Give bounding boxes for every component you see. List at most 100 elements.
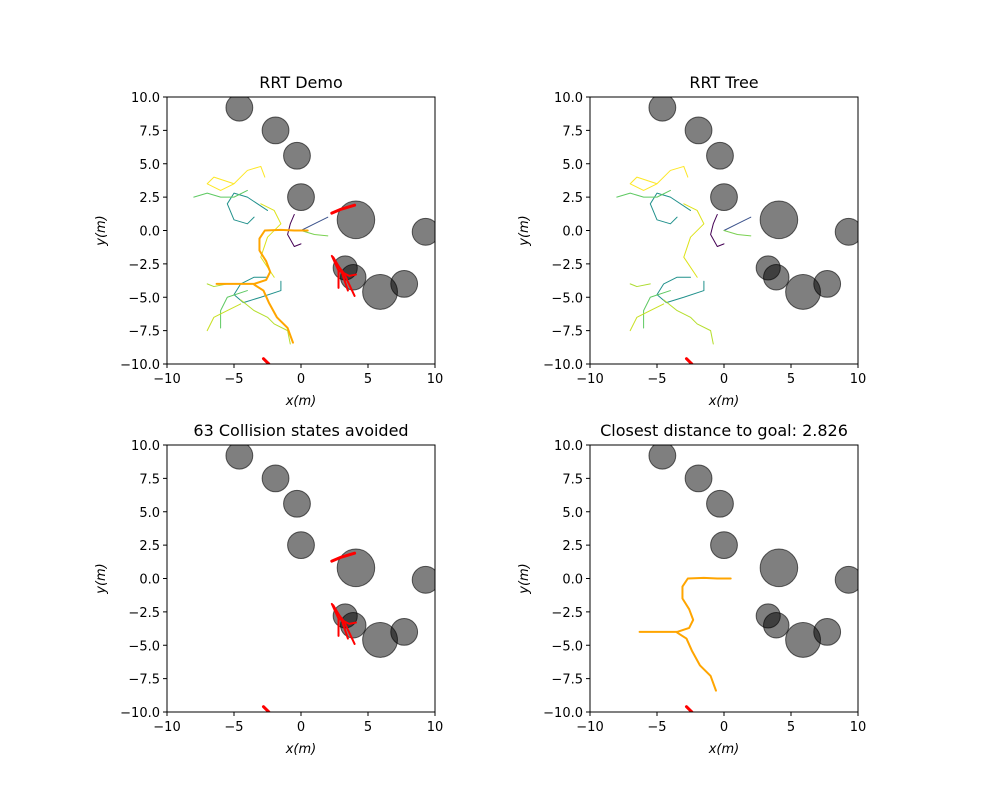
x-axis-label: x(m) xyxy=(285,394,317,409)
y-tick-label: −10.0 xyxy=(543,706,583,721)
plot-area xyxy=(638,445,858,712)
trajectory xyxy=(330,203,357,215)
trajectory xyxy=(656,276,705,304)
y-tick-label: 10.0 xyxy=(554,91,583,106)
y-tick-label: 10.0 xyxy=(554,439,583,454)
y-tick-label: 10.0 xyxy=(131,91,160,106)
axes: 63 Collision states avoided −10 −5 0 5 10 −10.… xyxy=(94,421,443,757)
y-axis-label: y(m) xyxy=(517,215,532,247)
plot-area xyxy=(193,97,435,364)
obstacle xyxy=(834,217,858,246)
obstacle xyxy=(759,200,799,240)
x-tick-label: 0 xyxy=(720,372,728,387)
trajectory xyxy=(684,357,694,364)
obstacle xyxy=(759,548,799,588)
trajectory xyxy=(643,290,671,329)
plot-area xyxy=(616,97,858,364)
trajectory xyxy=(220,290,248,329)
obstacle xyxy=(648,445,677,470)
obstacle xyxy=(411,565,435,594)
x-tick-label: 5 xyxy=(787,372,795,387)
obstacle xyxy=(710,183,738,212)
x-tick-label: −5 xyxy=(647,372,666,387)
obstacle xyxy=(813,618,842,646)
y-tick-label: −7.5 xyxy=(128,673,160,688)
trajectory xyxy=(261,357,271,364)
x-tick-label: −5 xyxy=(647,720,666,735)
x-tick-label: −5 xyxy=(224,372,243,387)
obstacle xyxy=(411,217,435,246)
y-tick-label: −7.5 xyxy=(551,673,583,688)
obstacle xyxy=(648,97,677,122)
y-tick-label: −5.0 xyxy=(128,639,160,654)
x-tick-label: 0 xyxy=(297,720,305,735)
axes: Closest distance to goal: 2.826 −10 −5 0 5 10… xyxy=(517,421,866,757)
x-tick-label: 5 xyxy=(364,372,372,387)
trajectory xyxy=(337,617,357,625)
x-tick-label: 10 xyxy=(850,720,867,735)
trajectory xyxy=(193,189,248,198)
y-tick-label: −7.5 xyxy=(551,325,583,340)
x-tick-label: 10 xyxy=(427,720,444,735)
axes: RRT Tree −10 −5 0 5 10 −10.0 −7.5 −5.0 −2.5 0.0 2.5… xyxy=(517,73,866,409)
y-tick-label: 7.5 xyxy=(562,472,583,487)
y-tick-label: −10.0 xyxy=(120,358,160,373)
chart-title: Closest distance to goal: 2.826 xyxy=(600,421,848,440)
x-axis-label: x(m) xyxy=(285,742,317,757)
trajectory xyxy=(683,203,705,278)
obstacle xyxy=(336,548,376,588)
trajectory xyxy=(676,631,717,692)
x-tick-label: 5 xyxy=(787,720,795,735)
trajectory xyxy=(253,283,294,344)
y-tick-label: −2.5 xyxy=(551,606,583,621)
trajectory xyxy=(629,303,665,332)
y-tick-label: 7.5 xyxy=(139,124,160,139)
y-tick-label: 5.0 xyxy=(562,158,583,173)
trajectory xyxy=(287,213,302,248)
obstacle xyxy=(283,141,311,170)
y-axis-label: y(m) xyxy=(94,563,109,595)
x-tick-label: 10 xyxy=(850,372,867,387)
y-tick-label: −2.5 xyxy=(551,258,583,273)
obstacle xyxy=(813,270,842,298)
obstacle xyxy=(710,531,738,560)
y-tick-label: −5.0 xyxy=(128,291,160,306)
y-tick-label: 2.5 xyxy=(562,191,583,206)
y-tick-label: 2.5 xyxy=(139,539,160,554)
y-tick-label: 0.0 xyxy=(562,225,583,240)
trajectory xyxy=(206,303,242,332)
trajectory xyxy=(710,213,725,248)
trajectory xyxy=(723,216,752,231)
obstacle xyxy=(684,464,713,493)
obstacle xyxy=(261,116,290,145)
trajectory xyxy=(663,299,714,345)
x-tick-label: −10 xyxy=(576,720,603,735)
obstacle xyxy=(225,445,254,470)
trajectory xyxy=(261,705,271,712)
trajectory xyxy=(206,165,266,191)
x-axis-label: x(m) xyxy=(708,394,740,409)
trajectory xyxy=(629,283,651,288)
y-tick-label: 7.5 xyxy=(139,472,160,487)
y-tick-label: 5.0 xyxy=(562,506,583,521)
obstacle xyxy=(390,618,419,646)
x-tick-label: −5 xyxy=(224,720,243,735)
y-tick-label: −2.5 xyxy=(128,606,160,621)
chart-title: RRT Tree xyxy=(689,73,758,92)
y-tick-label: 10.0 xyxy=(131,439,160,454)
x-tick-label: 5 xyxy=(364,720,372,735)
obstacle xyxy=(390,270,419,298)
y-tick-label: 0.0 xyxy=(139,573,160,588)
y-tick-label: 0.0 xyxy=(139,225,160,240)
y-tick-label: −5.0 xyxy=(551,639,583,654)
obstacle xyxy=(261,464,290,493)
y-tick-label: 2.5 xyxy=(562,539,583,554)
y-tick-label: 5.0 xyxy=(139,158,160,173)
chart-title: 63 Collision states avoided xyxy=(193,421,408,440)
obstacle xyxy=(287,531,315,560)
x-tick-label: −10 xyxy=(153,720,180,735)
trajectory xyxy=(616,189,671,198)
obstacle xyxy=(225,97,254,122)
chart-title: RRT Demo xyxy=(259,73,342,92)
